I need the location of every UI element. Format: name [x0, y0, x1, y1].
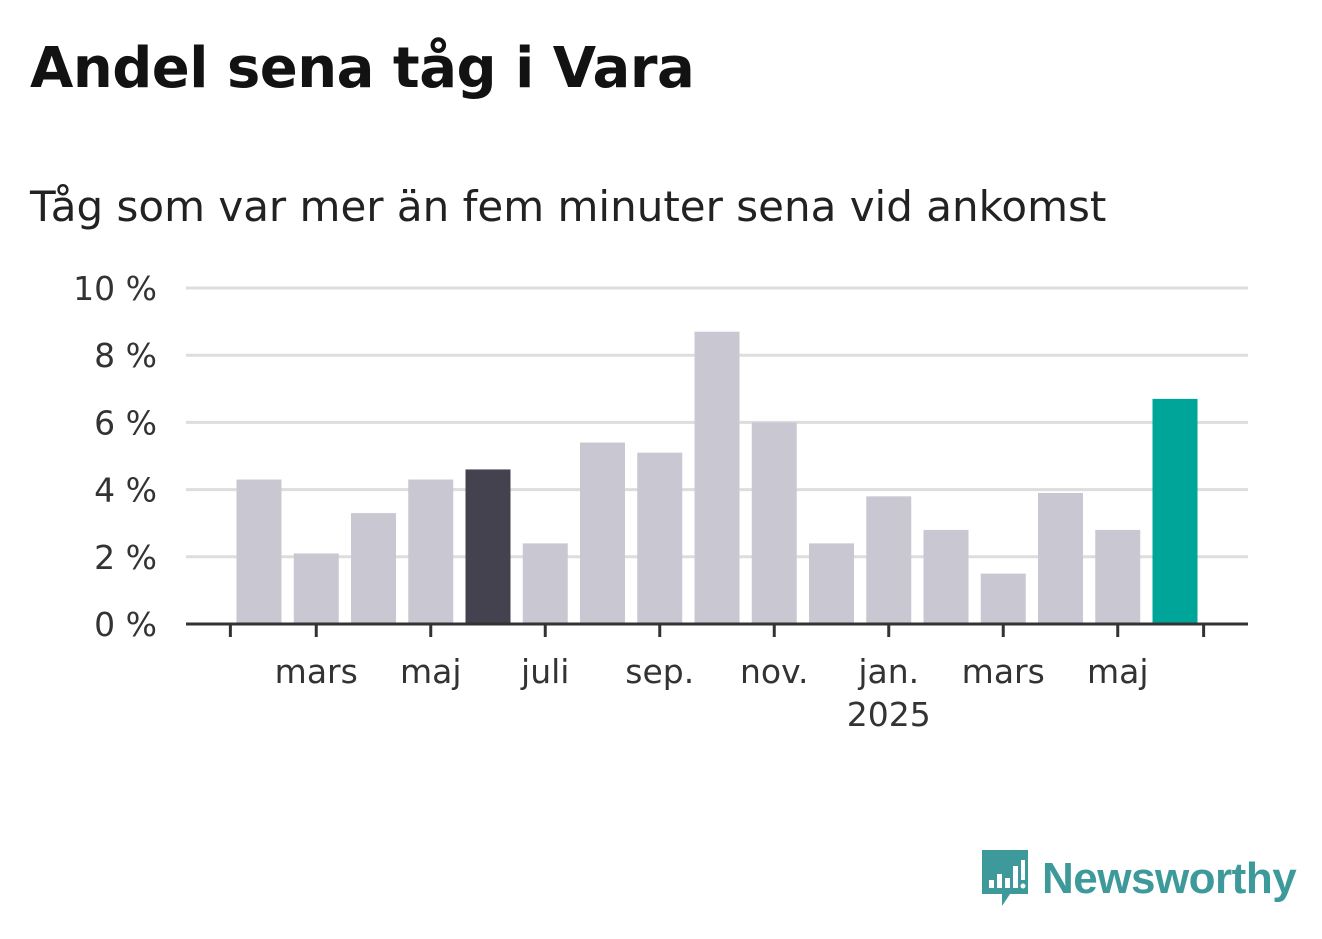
- bar-chart-speech-bubble-icon: [982, 850, 1028, 906]
- x-tick-label: sep.: [625, 652, 694, 691]
- x-tick-label: maj: [1087, 652, 1149, 691]
- bar: [408, 479, 454, 624]
- y-tick-label: 8 %: [94, 336, 157, 375]
- newsworthy-logo: Newsworthy: [980, 848, 1297, 910]
- bar: [751, 422, 797, 624]
- x-tick-label: maj: [400, 652, 462, 691]
- bar: [866, 496, 912, 624]
- bar: [1095, 529, 1141, 624]
- bar: [809, 543, 854, 624]
- y-tick-label: 0 %: [94, 605, 157, 644]
- brand-name: Newsworthy: [1042, 854, 1297, 903]
- bar: [1038, 492, 1083, 624]
- bar: [694, 331, 740, 624]
- x-tick-sublabel: 2025: [847, 695, 931, 734]
- bar: [1152, 398, 1198, 624]
- x-tick-label: mars: [275, 652, 358, 691]
- bar: [465, 469, 511, 624]
- bar: [236, 479, 282, 624]
- x-tick-label: nov.: [740, 652, 809, 691]
- bar: [293, 553, 339, 624]
- bar: [522, 543, 568, 624]
- chart-title: Andel sena tåg i Vara: [30, 36, 695, 101]
- chart-subtitle: Tåg som var mer än fem minuter sena vid …: [30, 182, 1107, 231]
- y-tick-label: 4 %: [94, 471, 157, 510]
- bar: [637, 452, 683, 624]
- bar: [923, 529, 969, 624]
- bar: [980, 573, 1026, 624]
- bar: [351, 513, 396, 624]
- x-tick-label: juli: [520, 652, 569, 691]
- bar: [580, 442, 625, 624]
- y-tick-label: 6 %: [94, 403, 157, 442]
- y-tick-label: 2 %: [94, 538, 157, 577]
- x-tick-label: jan.: [857, 652, 919, 691]
- x-tick-label: mars: [962, 652, 1045, 691]
- y-tick-label: 10 %: [73, 269, 157, 308]
